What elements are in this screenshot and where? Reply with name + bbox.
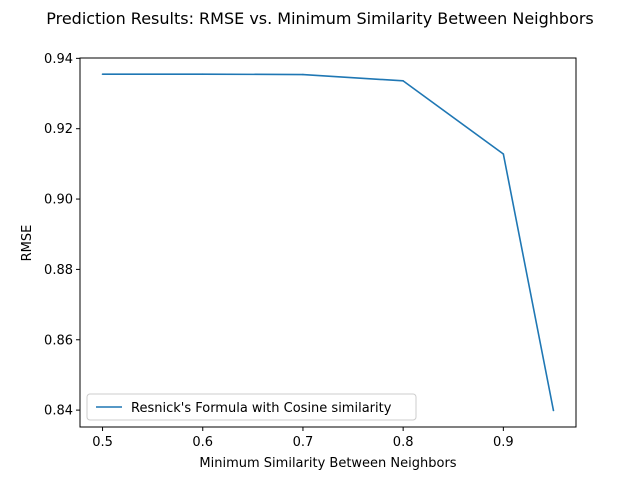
y-tick-label: 0.86 [44,333,73,348]
series-line [102,73,555,411]
y-axis-ticks: 0.84 0.86 0.88 0.90 0.92 0.94 [44,52,80,419]
legend-label: Resnick's Formula with Cosine similarity [131,401,392,416]
x-tick-label: 0.9 [493,435,514,450]
y-tick-label: 0.88 [44,263,73,278]
y-tick-label: 0.84 [44,404,73,419]
plot-area [79,57,577,428]
data-point [402,80,404,82]
x-axis-ticks: 0.5 0.6 0.7 0.8 0.9 [92,427,514,450]
data-point [502,153,505,155]
x-axis-label: Minimum Similarity Between Neighbors [199,456,456,471]
legend: Resnick's Formula with Cosine similarity [86,393,417,421]
x-tick-label: 0.5 [92,435,113,450]
x-tick-label: 0.8 [393,435,414,450]
y-axis-label: RMSE [20,225,35,262]
data-point [302,73,304,76]
data-point [201,73,204,75]
y-tick-label: 0.92 [44,122,73,137]
x-tick-label: 0.6 [192,435,213,450]
series-layer [101,73,555,412]
x-tick-label: 0.7 [293,435,314,450]
plot-frame [79,57,577,428]
chart-title: Prediction Results: RMSE vs. Minimum Sim… [46,9,594,28]
y-tick-label: 0.90 [44,193,73,208]
y-tick-label: 0.94 [44,52,73,67]
data-point [101,73,104,75]
legend-box [86,393,417,421]
data-point [552,409,555,412]
